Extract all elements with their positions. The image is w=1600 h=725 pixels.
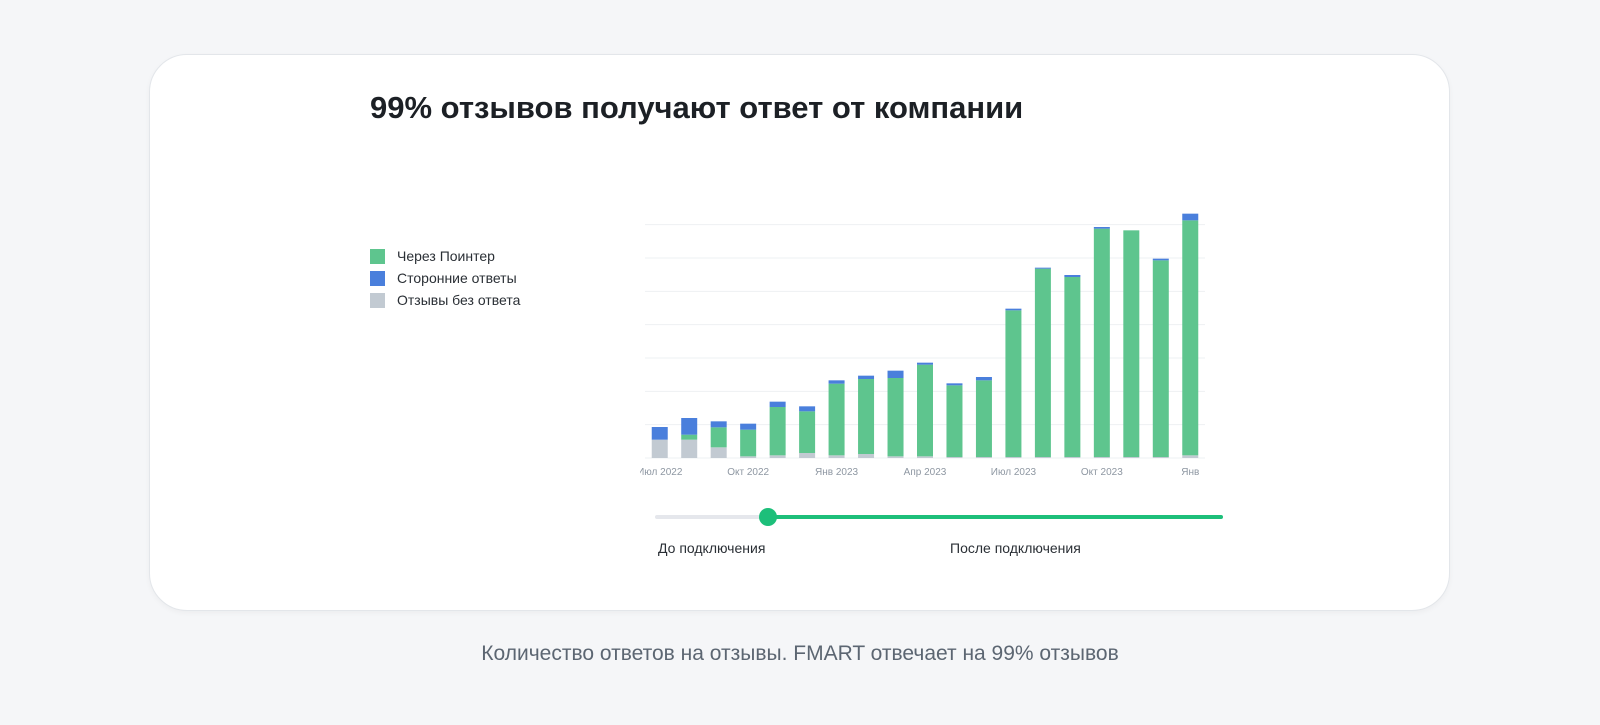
bar-segment (858, 454, 875, 458)
x-tick-label: Июл 2023 (991, 467, 1037, 478)
bar-segment (1182, 220, 1199, 456)
bar-segment (1182, 455, 1199, 458)
bar-segment (769, 407, 786, 456)
bar-segment (946, 385, 963, 457)
bar-segment (651, 439, 668, 458)
chart-x-axis-ticks: Июл 2022 Окт 2022 Янв 2023 Апр 2023 Июл 2023… (640, 467, 1199, 478)
bar-segment (1093, 228, 1110, 457)
timeline-track-before (655, 515, 767, 519)
bar-segment (1064, 275, 1081, 277)
timeline-track-after (767, 515, 1223, 519)
stacked-bar-chart: Июл 2022 Окт 2022 Янв 2023 Апр 2023 Июл 2023… (640, 213, 1205, 478)
bar-segment (1064, 277, 1081, 457)
legend-swatch-unanswered (370, 292, 385, 308)
bar-segment (887, 370, 904, 378)
bar-segment (1034, 268, 1051, 457)
connection-timeline: До подключения После подключения (655, 508, 1223, 565)
bar-segment (917, 364, 933, 457)
chart-title: 99% отзывов получают ответ от компании (370, 90, 1024, 125)
x-tick-label: Янв 2023 (815, 467, 859, 478)
bar-segment (975, 377, 992, 381)
legend-swatch-pointer (370, 248, 385, 264)
bar-segment (710, 427, 727, 448)
x-tick-label: Июл 2022 (640, 467, 683, 478)
bar-segment (828, 455, 845, 458)
timeline-connection-marker (759, 508, 777, 526)
bar-segment (740, 456, 757, 458)
bar-segment (946, 457, 963, 458)
bar-segment (681, 434, 698, 440)
bar-segment (858, 379, 875, 454)
bar-segment (681, 439, 698, 458)
timeline-label-after: После подключения (950, 540, 1081, 556)
bar-segment (887, 378, 904, 457)
bar-segment (651, 427, 668, 440)
bar-segment (681, 418, 698, 435)
bar-segment (740, 429, 757, 457)
bar-segment (887, 456, 904, 458)
figure-caption: Количество ответов на отзывы. FMART отве… (481, 642, 1119, 665)
legend-label-pointer: Через Поинтер (397, 248, 495, 264)
bar-segment (946, 383, 963, 386)
timeline-label-before: До подключения (658, 540, 766, 556)
bar-segment (1005, 457, 1022, 458)
bar-segment (1005, 310, 1022, 457)
bar-segment (1123, 457, 1140, 458)
bar-segment (975, 457, 992, 458)
bar-segment (975, 380, 992, 457)
bar-segment (799, 406, 816, 412)
bar-segment (1093, 227, 1110, 229)
bar-segment (1064, 457, 1081, 458)
x-tick-label: Апр 2023 (904, 467, 947, 478)
bar-segment (1034, 267, 1051, 269)
bar-segment (799, 453, 816, 458)
bar-segment (1034, 457, 1051, 458)
bar-segment (799, 411, 816, 453)
bar-segment (917, 362, 933, 365)
bar-segment (1152, 260, 1169, 457)
bar-segment (1152, 457, 1169, 458)
bar-segment (1093, 457, 1110, 458)
chart-bars (651, 213, 1199, 458)
x-tick-label: Янв (1181, 467, 1199, 478)
bar-segment (769, 455, 786, 458)
bar-segment (1152, 258, 1169, 261)
bar-segment (710, 447, 727, 458)
bar-segment (828, 380, 845, 384)
bar-segment (858, 375, 875, 379)
bar-segment (769, 401, 786, 407)
legend-swatch-third-party (370, 270, 385, 286)
chart-grid (645, 224, 1205, 459)
bar-segment (1182, 213, 1199, 221)
chart-legend: Через Поинтер Сторонние ответы Отзывы бе… (370, 248, 520, 308)
bar-segment (828, 383, 845, 456)
bar-segment (710, 421, 727, 428)
legend-label-third-party: Сторонние ответы (397, 270, 517, 286)
legend-item-unanswered: Отзывы без ответа (370, 292, 520, 308)
bar-segment (1123, 230, 1140, 457)
x-tick-label: Окт 2022 (727, 467, 769, 478)
x-tick-label: Окт 2023 (1081, 467, 1123, 478)
bar-segment (1005, 308, 1022, 311)
bar-segment (917, 456, 933, 458)
legend-label-unanswered: Отзывы без ответа (397, 292, 521, 308)
bar-segment (740, 423, 757, 430)
legend-item-pointer: Через Поинтер (370, 248, 520, 264)
legend-item-third-party: Сторонние ответы (370, 270, 520, 286)
